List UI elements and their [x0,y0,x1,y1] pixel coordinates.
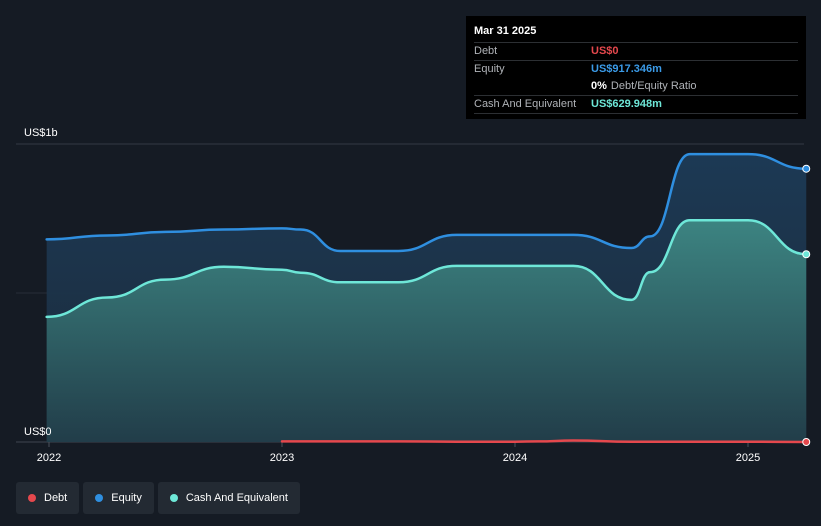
tooltip-date: Mar 31 2025 [474,25,537,37]
legend-item-cash[interactable]: Cash And Equivalent [157,482,300,514]
x-tick-label-2024: 2024 [503,452,527,464]
legend-dot-equity [95,494,104,502]
tooltip-ratio-value: 0% [591,80,607,92]
tooltip-equity-label: Equity [474,63,505,75]
equity-line [45,152,808,253]
x-tick-label-2025: 2025 [736,452,760,464]
legend-item-equity[interactable]: Equity [83,482,154,514]
x-tick-label-2023: 2023 [270,452,294,464]
y-tick-label-top: US$1b [24,127,58,139]
chart-legend: Debt Equity Cash And Equivalent [16,482,300,514]
tooltip-cash-label: Cash And Equivalent [474,98,577,110]
legend-item-debt[interactable]: Debt [16,482,80,514]
debt-end-marker [802,438,811,446]
cash-line [45,219,808,319]
x-tick-label-2022: 2022 [37,452,61,464]
tooltip-row-ratio: 0% Debt/Equity Ratio [474,78,798,95]
tooltip-panel: Mar 31 2025 Debt US$0 Equity US$917.346m… [466,16,806,119]
y-tick-label-bottom: US$0 [24,426,52,438]
legend-label-cash: Cash And Equivalent [185,492,288,504]
tooltip-cash-value: US$629.948m [591,98,662,110]
tooltip-row-debt: Debt US$0 [474,42,798,60]
tooltip-ratio-spacer [474,78,591,95]
legend-label-equity: Equity [111,492,142,504]
tooltip-debt-value: US$0 [591,45,619,57]
cash-end-marker [802,250,811,259]
legend-label-debt: Debt [44,492,68,504]
equity-end-marker [802,164,811,173]
tooltip-row-cash: Cash And Equivalent US$629.948m [474,95,798,114]
legend-dot-debt [28,494,36,502]
tooltip-debt-label: Debt [474,45,498,57]
cash-area [46,220,807,442]
tooltip-equity-value: US$917.346m [591,63,662,75]
debt-line [280,439,808,444]
tooltip-row-equity: Equity US$917.346m [474,60,798,78]
tooltip-ratio-label: Debt/Equity Ratio [610,80,697,92]
legend-dot-cash [169,494,178,502]
